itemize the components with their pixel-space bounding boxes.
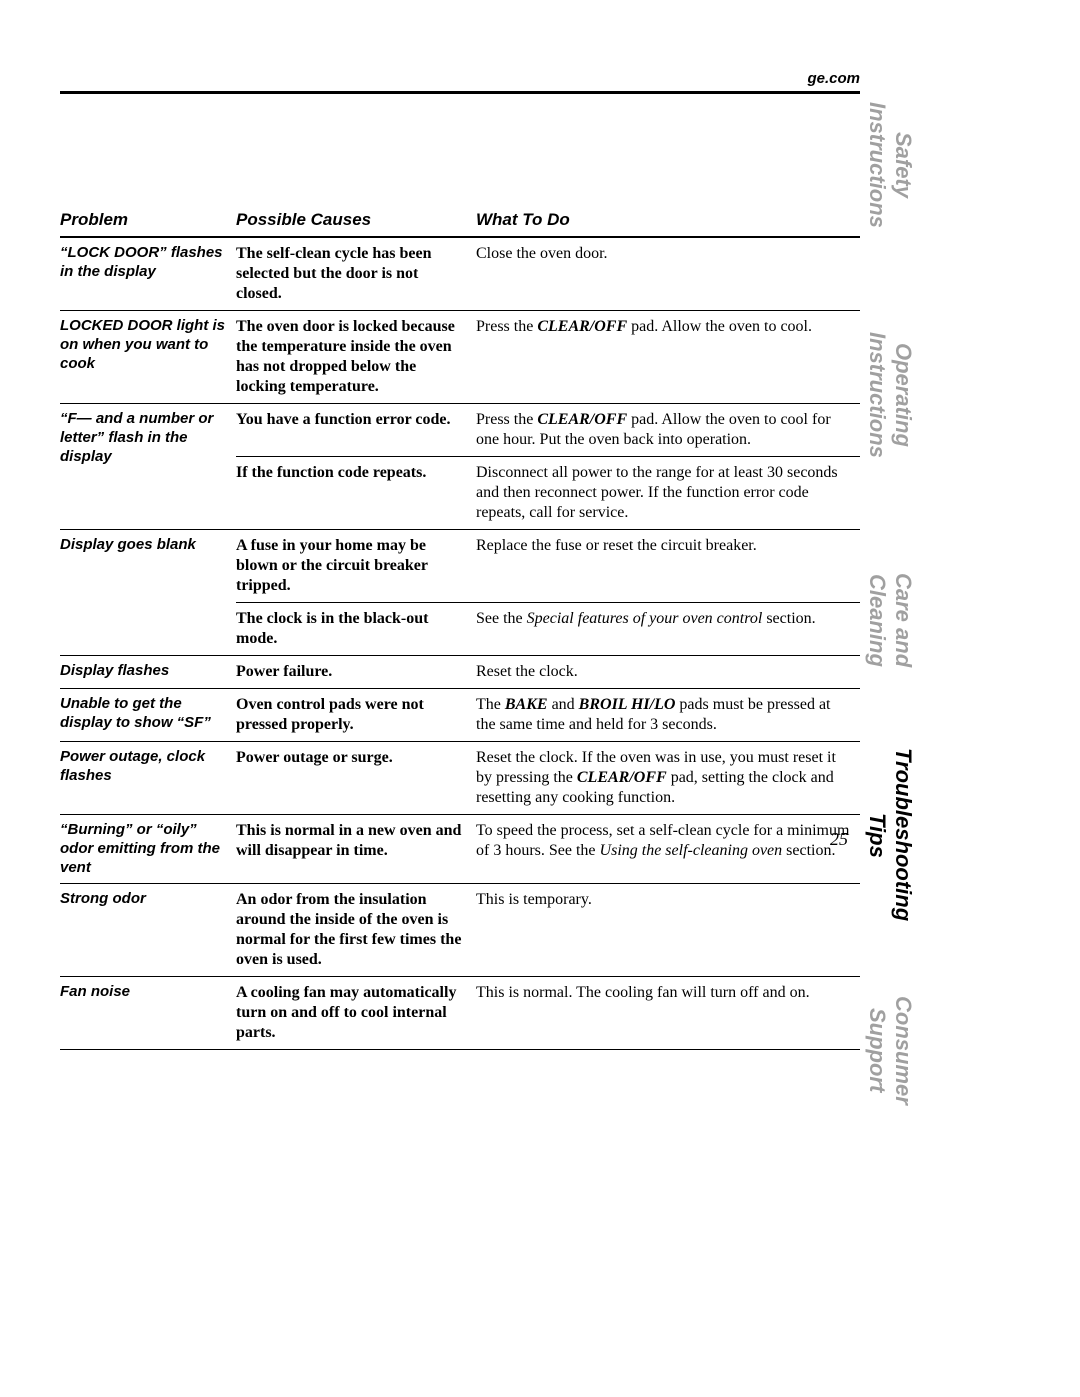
todo-cell: This is temporary. <box>476 884 860 977</box>
todo-cell: Press the CLEAR/OFF pad. Allow the oven … <box>476 311 860 404</box>
problem-cell: “LOCK DOOR” flashes in the display <box>60 237 236 311</box>
todo-cell: Replace the fuse or reset the circuit br… <box>476 530 860 603</box>
cause-cell: The clock is in the black-out mode. <box>236 603 476 656</box>
side-tab-strip: Safety Instructions Operating Instructio… <box>870 60 910 1170</box>
cause-cell: Power failure. <box>236 656 476 689</box>
cause-cell: You have a function error code. <box>236 404 476 457</box>
problem-cell: Strong odor <box>60 884 236 977</box>
cause-cell: Oven control pads were not pressed prope… <box>236 689 476 742</box>
todo-cell: Reset the clock. <box>476 656 860 689</box>
problem-cell: Unable to get the display to show “SF” <box>60 689 236 742</box>
todo-cell: Press the CLEAR/OFF pad. Allow the oven … <box>476 404 860 457</box>
cause-cell: The self-clean cycle has been selected b… <box>236 237 476 311</box>
problem-cell: “F— and a number or letter” flash in the… <box>60 404 236 530</box>
tab-troubleshooting-tips[interactable]: Troubleshooting Tips <box>870 720 910 950</box>
problem-cell: Fan noise <box>60 977 236 1050</box>
tab-care-and-cleaning[interactable]: Care and Cleaning <box>870 520 910 720</box>
todo-cell: Disconnect all power to the range for at… <box>476 457 860 530</box>
tab-safety-instructions[interactable]: Safety Instructions <box>870 60 910 270</box>
problem-cell: LOCKED DOOR light is on when you want to… <box>60 311 236 404</box>
todo-cell: Close the oven door. <box>476 237 860 311</box>
cause-cell: A fuse in your home may be blown or the … <box>236 530 476 603</box>
todo-cell: The BAKE and BROIL HI/LO pads must be pr… <box>476 689 860 742</box>
problem-cell: Power outage, clock flashes <box>60 742 236 815</box>
cause-cell: If the function code repeats. <box>236 457 476 530</box>
header-url: ge.com <box>60 70 860 94</box>
col-header-causes: Possible Causes <box>236 204 476 237</box>
cause-cell: An odor from the insulation around the i… <box>236 884 476 977</box>
tab-consumer-support[interactable]: Consumer Support <box>870 950 910 1150</box>
col-header-todo: What To Do <box>476 204 860 237</box>
todo-cell: See the Special features of your oven co… <box>476 603 860 656</box>
page-content: ge.com Problem Possible Causes What To D… <box>60 70 860 1050</box>
cause-cell: The oven door is locked because the temp… <box>236 311 476 404</box>
troubleshooting-table: Problem Possible Causes What To Do “LOCK… <box>60 204 860 1050</box>
todo-cell: This is normal. The cooling fan will tur… <box>476 977 860 1050</box>
cause-cell: A cooling fan may automatically turn on … <box>236 977 476 1050</box>
todo-cell: Reset the clock. If the oven was in use,… <box>476 742 860 815</box>
problem-cell: Display flashes <box>60 656 236 689</box>
problem-cell: Display goes blank <box>60 530 236 656</box>
page-number: 25 <box>60 829 860 850</box>
tab-operating-instructions[interactable]: Operating Instructions <box>870 270 910 520</box>
col-header-problem: Problem <box>60 204 236 237</box>
cause-cell: Power outage or surge. <box>236 742 476 815</box>
